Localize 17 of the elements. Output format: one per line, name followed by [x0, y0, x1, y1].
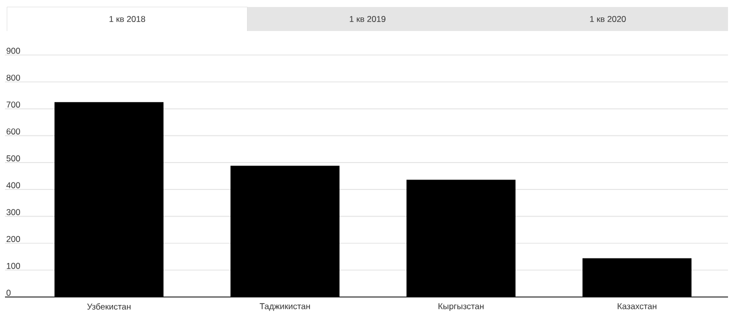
y-tick-label: 0	[6, 290, 11, 296]
y-tick-label: 800	[6, 74, 20, 81]
y-tick-label: 500	[6, 155, 20, 162]
y-tick-label: 100	[6, 262, 20, 269]
x-tick-label: Таджикистан	[260, 303, 310, 311]
text: 1 кв 2019	[350, 16, 386, 22]
y-tick-label: 900	[6, 48, 20, 54]
y-tick-label: 700	[6, 102, 20, 108]
y-tick-label: 400	[6, 182, 20, 188]
text: 1 кв 2018	[110, 16, 146, 22]
x-tick-label: Казахстан	[618, 303, 656, 310]
y-tick-label: 200	[6, 236, 20, 242]
x-tick-label: Кыргызстан	[438, 303, 484, 311]
y-tick-label: 300	[6, 209, 20, 216]
text: 1 кв 2020	[590, 16, 626, 22]
y-tick-label: 600	[6, 128, 20, 134]
x-tick-label: Узбекистан	[87, 303, 131, 310]
